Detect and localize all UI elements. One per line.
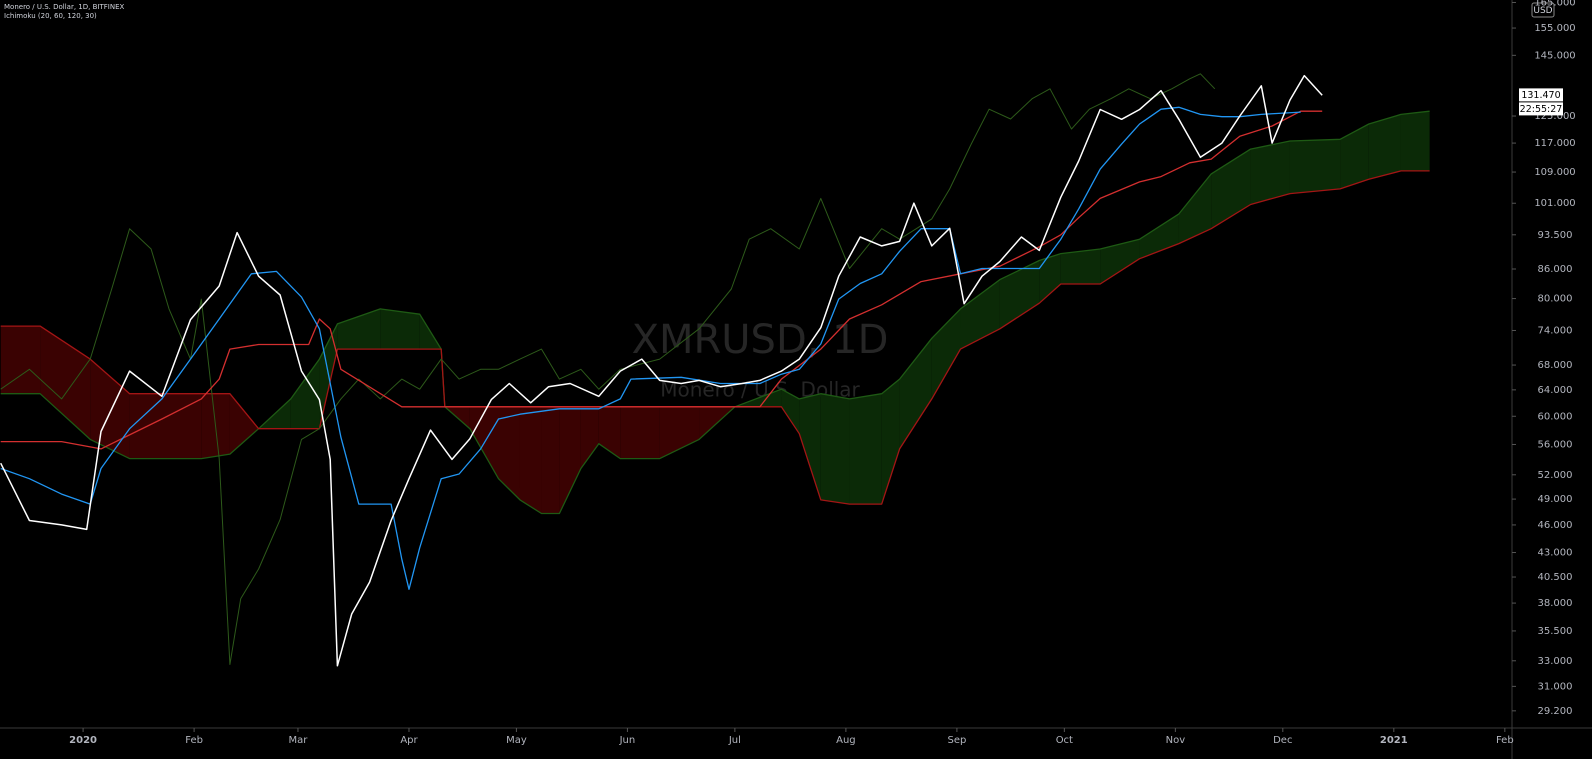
cloud-segment [781, 389, 800, 434]
y-tick-label: 64.000 [1538, 385, 1573, 396]
cloud-segment [1250, 140, 1290, 205]
countdown-label: 22:55:27 [1520, 104, 1563, 115]
y-tick-label: 86.000 [1538, 264, 1573, 275]
cloud-segment [290, 359, 320, 429]
y-tick-label: 68.000 [1538, 360, 1573, 371]
x-tick-label: 2021 [1380, 735, 1408, 746]
last-price-label: 131.470 [1521, 90, 1560, 101]
cloud-segment [620, 406, 660, 459]
cloud-segment [1400, 111, 1430, 171]
y-tick-label: 35.500 [1538, 626, 1573, 637]
x-tick-label: Aug [836, 735, 856, 746]
y-tick-label: 93.500 [1538, 230, 1573, 241]
cloud-segment [229, 393, 259, 455]
y-tick-label: 101.000 [1534, 198, 1575, 209]
last-price-tag [1519, 88, 1563, 102]
y-tick-label: 31.000 [1538, 681, 1573, 692]
cloud-segment [40, 326, 91, 440]
cloud-segment [129, 393, 202, 459]
x-tick-label: Jul [728, 735, 741, 746]
series-line [0, 73, 1216, 665]
chart-title: Monero / U.S. Dollar, 1D, BITFINEX [4, 3, 124, 11]
cloud-segment [820, 393, 850, 505]
x-tick-label: Apr [400, 735, 418, 746]
cloud-segment [559, 406, 581, 514]
x-tick-label: 2020 [69, 735, 97, 746]
y-tick-label: 60.000 [1538, 411, 1573, 422]
cloud-segment [380, 308, 420, 350]
cloud-segment [1211, 149, 1251, 229]
y-tick-label: 165.000 [1534, 0, 1575, 8]
indicator-label: Ichimoku (20, 60, 120, 30) [4, 12, 97, 20]
cloud-segment [899, 338, 932, 449]
y-tick-label: 74.000 [1538, 325, 1573, 336]
cloud-segment [498, 406, 520, 500]
series-line [0, 74, 1323, 667]
x-tick-label: Mar [289, 735, 309, 746]
cloud-segment [598, 406, 621, 459]
cloud-segment [881, 379, 900, 505]
countdown-tag [1519, 102, 1563, 116]
y-tick-label: 145.000 [1534, 50, 1575, 61]
y-tick-label: 117.000 [1534, 138, 1575, 149]
cloud-segment [659, 406, 700, 459]
y-tick-label: 125.000 [1534, 111, 1575, 122]
cloud-segment [1289, 139, 1341, 194]
watermark: XMRUSD, 1D [632, 317, 889, 363]
x-tick-label: Oct [1056, 735, 1073, 746]
y-tick-label: 52.000 [1538, 470, 1573, 481]
y-tick-label: 33.000 [1538, 656, 1573, 667]
y-tick-label: 109.000 [1534, 167, 1575, 178]
x-tick-label: May [506, 735, 527, 746]
cloud-segment [999, 260, 1040, 329]
cloud-segment [519, 406, 542, 514]
x-tick-label: Sep [947, 735, 966, 746]
series-line [0, 110, 1323, 450]
cloud-segment [337, 308, 381, 350]
cloud-segment [1060, 249, 1101, 285]
currency-label[interactable]: USD [1533, 6, 1552, 16]
y-tick-label: 80.000 [1538, 294, 1573, 305]
cloud-segment [1039, 253, 1061, 304]
series-line [0, 106, 1301, 590]
x-tick-label: Dec [1273, 735, 1292, 746]
x-tick-label: Nov [1166, 735, 1186, 746]
x-tick-label: Feb [1496, 735, 1514, 746]
x-tick-label: Feb [185, 735, 203, 746]
y-tick-label: 155.000 [1534, 23, 1575, 34]
y-tick-label: 46.000 [1538, 520, 1573, 531]
y-tick-label: 40.500 [1538, 572, 1573, 583]
cloud-segment [1100, 239, 1140, 285]
cloud-segment [1340, 123, 1369, 189]
cloud-segment [849, 393, 882, 505]
cloud-segment [799, 393, 821, 500]
y-tick-label: 49.000 [1538, 494, 1573, 505]
cloud-segment [541, 406, 560, 514]
cloud-segment [960, 279, 1000, 350]
y-tick-label: 29.200 [1538, 706, 1573, 717]
x-tick-label: Jun [619, 735, 636, 746]
y-tick-label: 56.000 [1538, 439, 1573, 450]
cloud-segment [580, 406, 599, 469]
y-tick-label: 38.000 [1538, 598, 1573, 609]
cloud-segment [1178, 173, 1212, 244]
cloud-segment [1139, 213, 1179, 259]
y-tick-label: 43.000 [1538, 548, 1573, 559]
currency-box[interactable] [1531, 2, 1555, 18]
series-line [0, 110, 1430, 515]
cloud-segment [1368, 114, 1401, 180]
cloud-segment [0, 326, 41, 394]
